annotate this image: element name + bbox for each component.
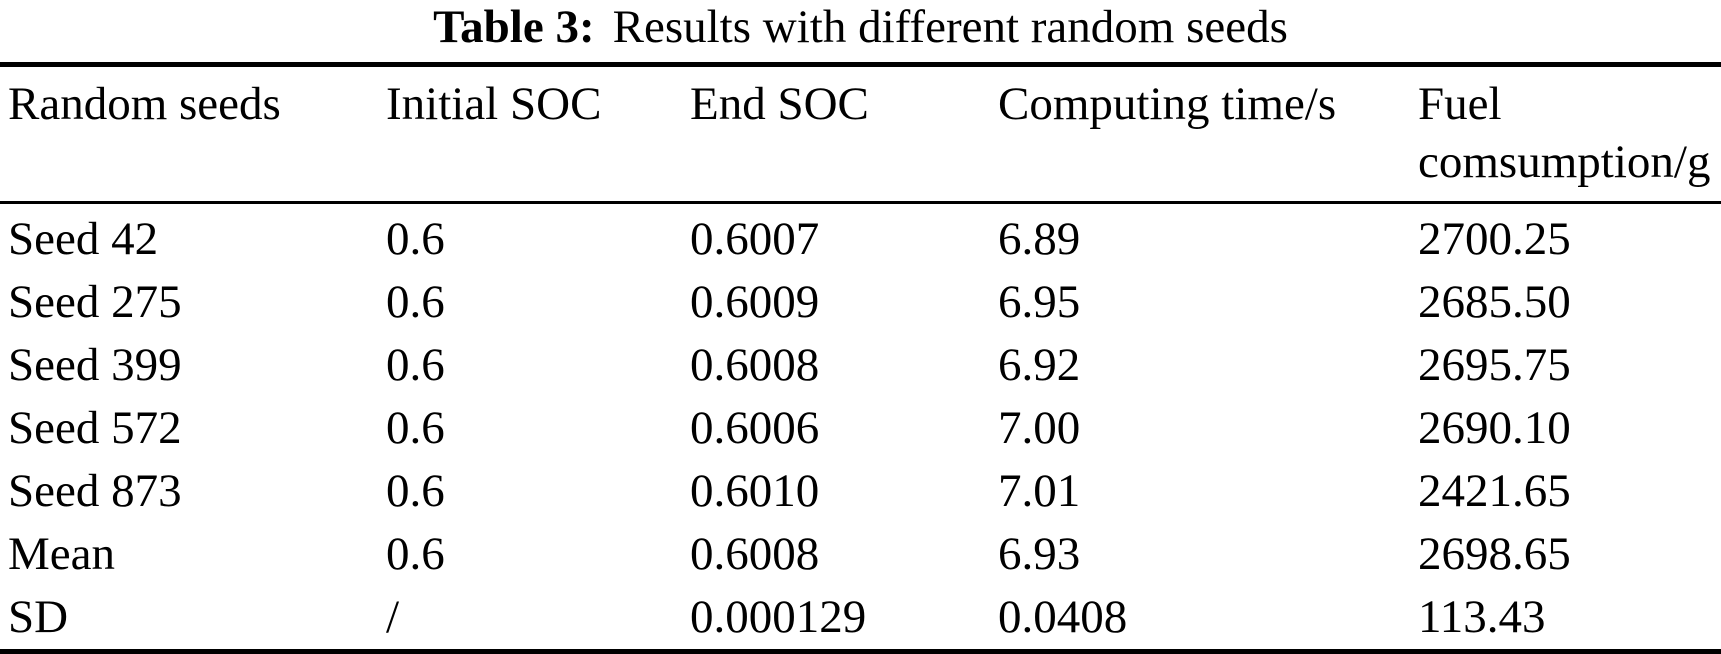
- results-table: Random seeds Initial SOC End SOC Computi…: [0, 62, 1721, 654]
- table-cell: Seed 275: [8, 276, 182, 328]
- table-cell: 0.0408: [998, 591, 1128, 643]
- table-cell: 0.6: [386, 465, 445, 517]
- table-body: Seed 42 0.6 0.6007 6.89 2700.25 Seed 275…: [0, 203, 1721, 652]
- table-cell: Mean: [8, 528, 116, 580]
- table-cell: 2685.50: [1418, 276, 1571, 328]
- table-title: Table 3: Results with different random s…: [0, 0, 1721, 62]
- table-cell: 6.95: [998, 276, 1081, 328]
- table-cell: 0.6007: [690, 213, 820, 265]
- table-header: Random seeds Initial SOC End SOC Computi…: [0, 64, 1721, 204]
- table-cell: SD: [8, 591, 69, 643]
- table-cell: 6.93: [998, 528, 1081, 580]
- table-row-seed-399: Seed 399 0.6 0.6008 6.92 2695.75: [0, 334, 1721, 397]
- table-cell: 2421.65: [1418, 465, 1571, 517]
- table-cell: 0.6009: [690, 276, 820, 328]
- table-cell: 2700.25: [1418, 213, 1571, 265]
- table-cell: 0.6: [386, 402, 445, 454]
- table-title-caption: Results with different random seeds: [612, 1, 1288, 53]
- table-cell: 0.6: [386, 528, 445, 580]
- header-row: Random seeds Initial SOC End SOC Computi…: [0, 64, 1721, 204]
- table-cell: 7.01: [998, 465, 1081, 517]
- table-title-label: Table 3:: [433, 1, 595, 53]
- column-header-initial-soc: Initial SOC: [386, 64, 690, 204]
- table-row-sd: SD / 0.000129 0.0408 113.43: [0, 586, 1721, 652]
- column-header-end-soc: End SOC: [690, 64, 998, 204]
- table-cell: 0.6: [386, 276, 445, 328]
- table-cell: 0.6: [386, 213, 445, 265]
- table-cell: 0.000129: [690, 591, 867, 643]
- table-cell: /: [386, 591, 400, 643]
- table-cell: Seed 873: [8, 465, 182, 517]
- table-cell: 113.43: [1418, 591, 1546, 643]
- table-cell: 0.6008: [690, 339, 820, 391]
- table-cell: 0.6010: [690, 465, 820, 517]
- table-cell: 0.6006: [690, 402, 820, 454]
- column-header-random-seeds: Random seeds: [0, 64, 386, 204]
- table-cell: 7.00: [998, 402, 1081, 454]
- table-cell: 2698.65: [1418, 528, 1571, 580]
- table-cell: Seed 399: [8, 339, 182, 391]
- table-row-seed-42: Seed 42 0.6 0.6007 6.89 2700.25: [0, 203, 1721, 272]
- table-cell: 2690.10: [1418, 402, 1571, 454]
- table-cell: Seed 42: [8, 213, 159, 265]
- table-cell: 6.92: [998, 339, 1081, 391]
- table-row-seed-572: Seed 572 0.6 0.6006 7.00 2690.10: [0, 397, 1721, 460]
- table-cell: 0.6: [386, 339, 445, 391]
- column-header-computing-time: Computing time/s: [998, 64, 1418, 204]
- table-cell: 6.89: [998, 213, 1081, 265]
- column-header-fuel-consumption: Fuel comsumption/g: [1418, 64, 1721, 204]
- table-row-seed-275: Seed 275 0.6 0.6009 6.95 2685.50: [0, 271, 1721, 334]
- table-cell: 0.6008: [690, 528, 820, 580]
- table-row-mean: Mean 0.6 0.6008 6.93 2698.65: [0, 523, 1721, 586]
- table-row-seed-873: Seed 873 0.6 0.6010 7.01 2421.65: [0, 460, 1721, 523]
- table-cell: Seed 572: [8, 402, 182, 454]
- table-cell: 2695.75: [1418, 339, 1571, 391]
